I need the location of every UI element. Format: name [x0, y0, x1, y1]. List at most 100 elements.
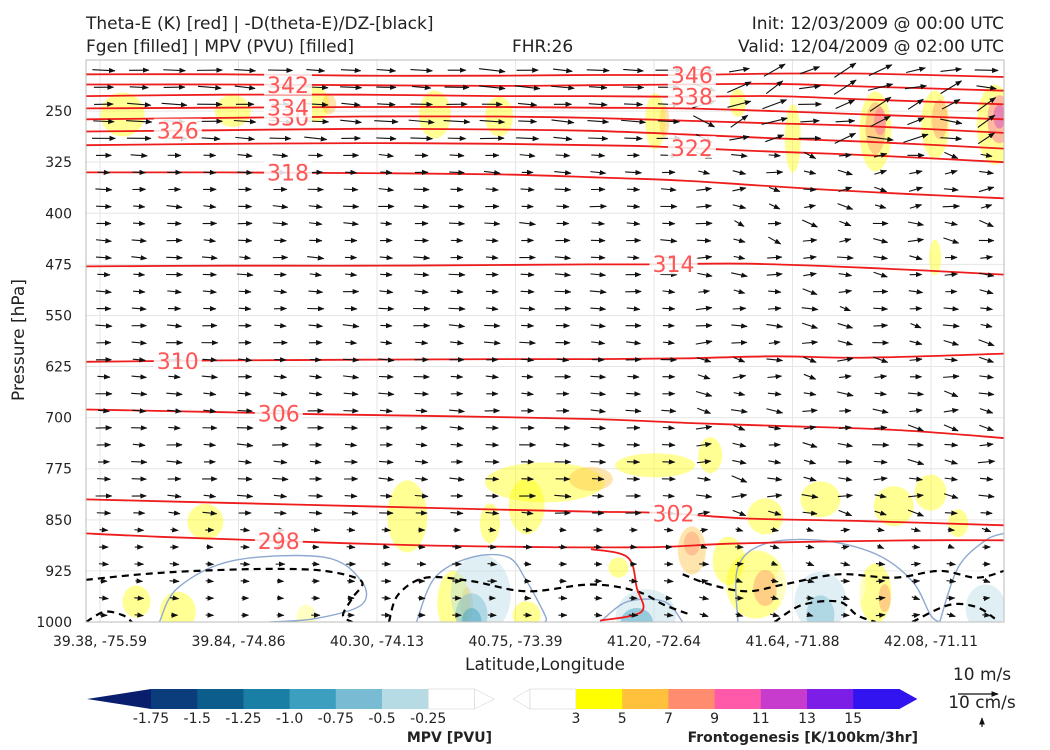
wind-arrow	[980, 510, 993, 516]
wind-arrow	[517, 101, 538, 108]
wind-arrow	[767, 254, 783, 261]
wind-arrow	[479, 119, 506, 125]
wind-arrow	[661, 408, 677, 414]
wind-arrow	[841, 544, 850, 551]
fgen-fill	[214, 95, 251, 128]
wind-arrow	[803, 476, 817, 482]
wind-arrow	[554, 255, 572, 261]
wind-arrow	[908, 442, 924, 448]
wind-arrow	[909, 169, 923, 175]
wind-arrow	[450, 442, 464, 448]
wind-arrow	[521, 374, 534, 380]
wind-arrow	[907, 117, 925, 126]
wind-arrow	[594, 612, 603, 618]
wind-arrow	[907, 98, 924, 110]
theta-e-label: 306	[258, 402, 300, 427]
wind-arrow	[414, 391, 430, 397]
wind-arrow	[167, 289, 182, 295]
wind-arrow	[415, 442, 428, 448]
wind-arrow	[410, 67, 434, 74]
wind-arrow	[732, 204, 747, 210]
theta-e-label: 342	[267, 74, 309, 99]
wind-arrow	[485, 476, 500, 482]
wind-arrow	[835, 118, 856, 124]
wind-arrow	[163, 67, 186, 74]
wind-arrow	[340, 67, 362, 74]
theta-e-label: 314	[653, 253, 695, 278]
wind-arrow	[943, 373, 960, 380]
wind-arrow	[770, 578, 779, 584]
x-axis-ticks: 39.38, -75.59 39.84, -74.86 40.30, -74.13 4…	[53, 634, 978, 650]
theta-e-line	[86, 115, 1004, 134]
colorbar-segment	[243, 689, 291, 709]
colorbar-tick: 3	[572, 711, 581, 727]
wind-arrow	[941, 99, 961, 110]
wind-arrow	[92, 67, 116, 74]
wind-arrow	[415, 408, 428, 414]
wind-arrow	[556, 203, 570, 210]
wind-arrow	[766, 323, 784, 329]
wind-arrow	[943, 493, 959, 499]
wind-arrow	[978, 339, 995, 347]
wind-arrow	[909, 408, 923, 414]
wind-arrow	[838, 509, 853, 517]
wind-arrow	[628, 612, 639, 618]
wind-arrow	[911, 595, 921, 601]
wind-arrow	[876, 578, 886, 584]
theta-e-label: 310	[157, 350, 199, 375]
wind-arrow	[380, 493, 393, 499]
wind-arrow	[803, 425, 817, 431]
wind-arrow	[343, 186, 359, 193]
wind-arrow	[733, 391, 746, 397]
x-tick-label: 42.08, -71.11	[884, 634, 978, 650]
wind-arrow	[520, 186, 535, 193]
wind-arrow	[910, 322, 922, 329]
wind-arrow	[448, 306, 466, 312]
wind-arrow	[235, 136, 256, 142]
colorbar-extend	[899, 689, 918, 709]
wind-arrow	[942, 203, 961, 209]
wind-arrow	[520, 289, 535, 295]
wind-arrow	[346, 578, 356, 584]
wind-arrow	[203, 169, 217, 176]
wind-arrow	[449, 152, 465, 159]
wind-arrow	[131, 237, 147, 244]
wind-arrow	[943, 237, 960, 244]
wind-arrow	[381, 595, 392, 601]
wind-arrow	[238, 306, 252, 312]
wind-arrow	[166, 323, 183, 329]
wind-arrow	[907, 458, 925, 466]
wind-arrow	[236, 272, 254, 278]
wind-arrow	[522, 527, 533, 533]
wind-arrow	[944, 510, 958, 516]
wind-arrow	[662, 306, 676, 312]
colorbar-tick: -1.5	[184, 711, 211, 727]
wind-arrow	[837, 442, 854, 448]
wind-arrow	[874, 169, 888, 175]
wind-arrow	[839, 237, 852, 244]
wind-arrow	[803, 391, 817, 397]
wind-arrow	[342, 357, 360, 363]
wind-arrow	[485, 510, 500, 516]
y-tick-label: 1000	[36, 615, 72, 631]
colorbar-tick: 5	[618, 711, 627, 727]
stability-contour	[682, 569, 1004, 593]
wind-arrow	[273, 374, 288, 380]
wind-arrow	[695, 390, 713, 397]
wind-arrow	[979, 219, 994, 228]
wind-arrow	[202, 357, 218, 363]
wind-arrow	[943, 424, 959, 432]
wind-arrow	[943, 408, 959, 414]
theta-e-label: 298	[258, 530, 300, 555]
wind-arrow	[589, 84, 608, 91]
wind-arrow	[767, 476, 783, 482]
wind-arrow	[343, 391, 359, 397]
fgen-fill	[677, 526, 706, 575]
colorbar-segment	[529, 688, 577, 710]
wind-arrow	[735, 526, 744, 533]
fgen-fill	[122, 585, 151, 618]
wind-arrow	[839, 374, 852, 380]
wind-arrow	[343, 510, 359, 516]
y-tick-label: 250	[45, 104, 72, 120]
